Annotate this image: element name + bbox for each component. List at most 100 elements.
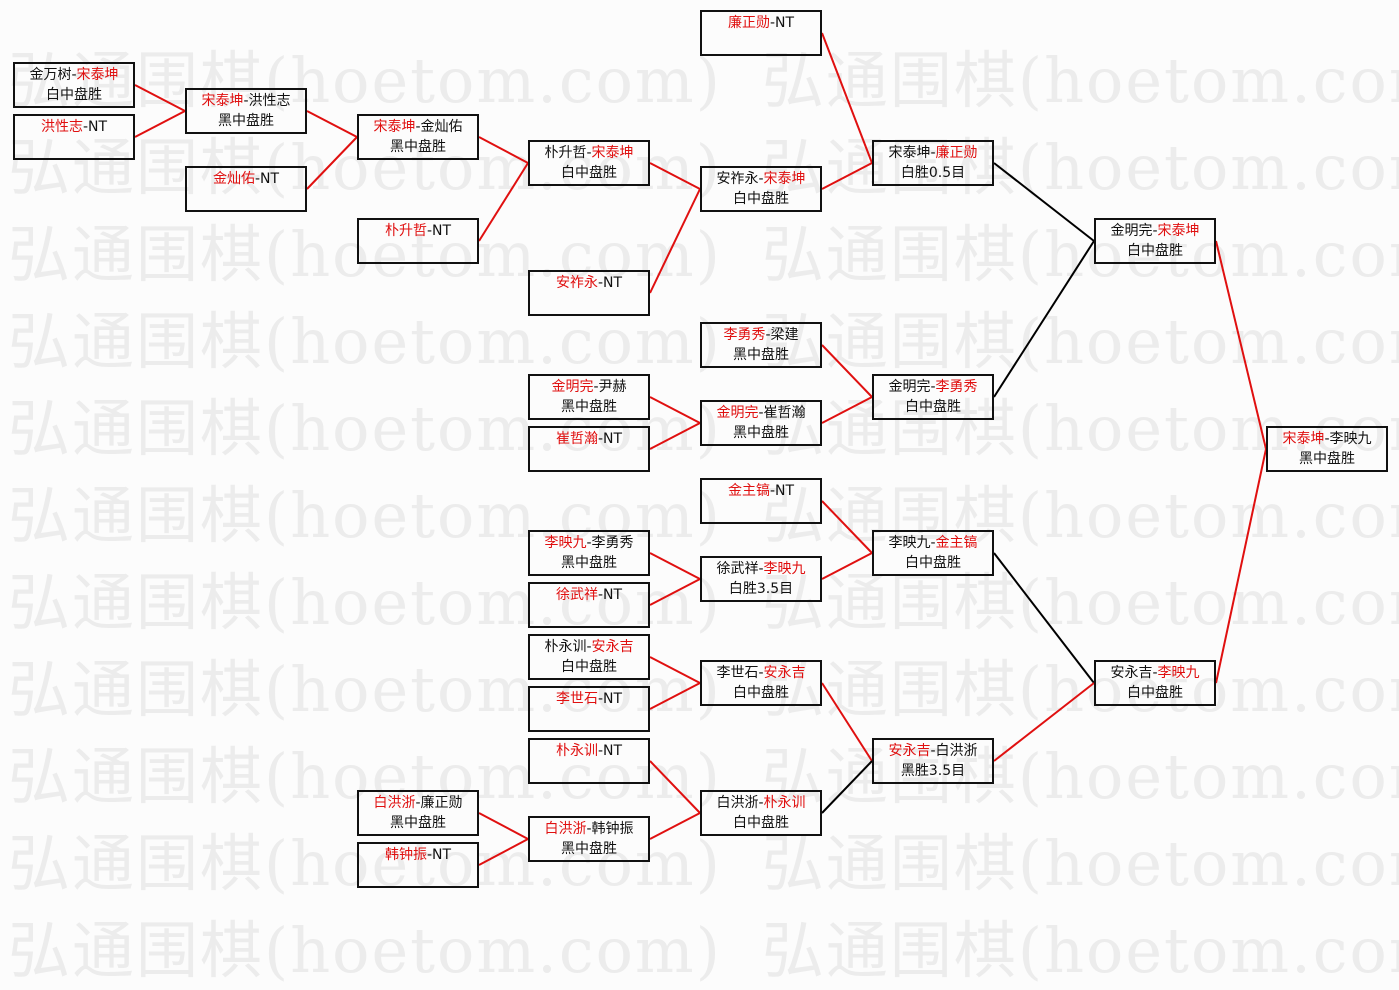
separator: - [758, 561, 764, 577]
player-white: NT [603, 691, 623, 707]
match-box-a1: 金万树-宋泰坤 白中盘胜 [13, 62, 135, 108]
player-black: 金万树 [29, 67, 72, 83]
connector-c1-d1 [478, 136, 529, 164]
match-players: 宋泰坤-金灿佑 [359, 117, 477, 137]
match-players: 李勇秀-梁建 [702, 325, 820, 345]
match-result: 白中盘胜 [733, 815, 789, 831]
watermark-text: 弘通围棋(hoetom.com)弘通围棋(hoetom.com)弘通围棋(hoe… [8, 914, 1399, 987]
match-result: 黑中盘胜 [390, 815, 446, 831]
match-result: 黑中盘胜 [733, 347, 789, 363]
match-box-f2: 金明完-李勇秀 白中盘胜 [872, 374, 994, 420]
player-white: 洪性志 [248, 93, 291, 109]
player-white: NT [432, 847, 452, 863]
connector-f3-g2 [993, 552, 1095, 684]
match-players: 金明完-崔哲瀚 [702, 403, 820, 423]
match-result: 白中盘胜 [1127, 243, 1183, 259]
separator: - [1152, 223, 1158, 239]
separator: - [930, 535, 936, 551]
match-result: 黑中盘胜 [390, 139, 446, 155]
player-white: 崔哲瀚 [763, 405, 806, 421]
match-result: 白中盘胜 [561, 165, 617, 181]
connector-d5-e6 [649, 552, 701, 580]
player-white: 金灿佑 [420, 119, 463, 135]
match-box-e8: 白洪浙-朴永训 白中盘胜 [700, 790, 822, 836]
player-white: NT [603, 743, 623, 759]
separator: - [930, 145, 936, 161]
match-players: 白洪浙-韩钟振 [530, 819, 648, 839]
separator: - [82, 119, 89, 135]
separator: - [765, 327, 771, 343]
player-black: 白洪浙 [544, 821, 587, 837]
player-black: 金灿佑 [212, 171, 255, 187]
match-players: 李映九-金主镐 [874, 533, 992, 553]
match-result: 黑胜3.5目 [900, 763, 966, 779]
separator: - [758, 405, 764, 421]
player-black: 金明完 [1110, 223, 1153, 239]
connector-d6-e6 [649, 578, 701, 606]
player-white: 李映九 [1157, 665, 1200, 681]
player-white: NT [603, 275, 623, 291]
connector-d4-e4 [649, 422, 701, 450]
match-players: 金明完-宋泰坤 [1096, 221, 1214, 241]
match-box-e4: 金明完-崔哲瀚 黑中盘胜 [700, 400, 822, 446]
player-black: 金明完 [551, 379, 594, 395]
match-players: 崔哲瀚-NT [530, 429, 648, 449]
player-black: 宋泰坤 [888, 145, 931, 161]
player-black: 李世石 [555, 691, 598, 707]
player-white: 廉正勋 [420, 795, 463, 811]
match-players: 金主镐-NT [702, 481, 820, 501]
match-result: 白中盘胜 [905, 399, 961, 415]
match-box-d9: 朴永训-NT [528, 738, 650, 784]
connector-d10-e8 [649, 812, 701, 840]
match-box-b2: 金灿佑-NT [185, 166, 307, 212]
separator: - [1324, 431, 1330, 447]
player-black: 廉正勋 [727, 15, 770, 31]
match-players: 安永吉-白洪浙 [874, 741, 992, 761]
player-black: 洪性志 [40, 119, 83, 135]
match-box-d3: 金明完-尹赫黑中盘胜 [528, 374, 650, 420]
player-black: 朴永训 [544, 639, 587, 655]
player-black: 韩钟振 [384, 847, 427, 863]
player-white: NT [775, 483, 795, 499]
match-result: 白中盘胜 [733, 191, 789, 207]
match-result: 黑中盘胜 [561, 555, 617, 571]
player-white: 李映九 [763, 561, 806, 577]
connector-c2-d1 [478, 162, 529, 242]
separator: - [597, 275, 604, 291]
connector-b2-c1 [306, 136, 358, 190]
player-white: NT [775, 15, 795, 31]
connector-c4-d10 [478, 838, 529, 866]
connector-d7-e7 [649, 656, 701, 684]
player-black: 李映九 [888, 535, 931, 551]
player-white: 尹赫 [598, 379, 627, 395]
player-white: NT [432, 223, 452, 239]
match-players: 李世石-NT [530, 689, 648, 709]
match-box-d7: 朴永训-安永吉 白中盘胜 [528, 634, 650, 680]
player-black: 徐武祥 [716, 561, 759, 577]
match-players: 李世石-安永吉 [702, 663, 820, 683]
connector-f2-g1 [993, 240, 1095, 398]
separator: - [586, 821, 592, 837]
player-black: 白洪浙 [373, 795, 416, 811]
match-result: 黑中盘胜 [561, 841, 617, 857]
player-white: 白洪浙 [935, 743, 978, 759]
separator: - [930, 379, 936, 395]
player-white: NT [260, 171, 280, 187]
connector-e8-f4 [821, 760, 873, 814]
player-black: 朴升哲 [544, 145, 587, 161]
separator: - [593, 379, 599, 395]
player-white: 宋泰坤 [591, 145, 634, 161]
separator: - [426, 847, 433, 863]
match-players: 宋泰坤-廉正勋 [874, 143, 992, 163]
match-players: 朴升哲-NT [359, 221, 477, 241]
player-black: 李映九 [544, 535, 587, 551]
connector-d2-e2 [649, 188, 701, 294]
match-players: 安祚永-NT [530, 273, 648, 293]
player-white: 金主镐 [935, 535, 978, 551]
match-result: 黑中盘胜 [561, 399, 617, 415]
player-black: 金明完 [888, 379, 931, 395]
player-white: 安永吉 [591, 639, 634, 655]
match-box-e6: 徐武祥-李映九 白胜3.5目 [700, 556, 822, 602]
connector-e2-f1 [821, 162, 873, 190]
match-box-c4: 韩钟振-NT [357, 842, 479, 888]
